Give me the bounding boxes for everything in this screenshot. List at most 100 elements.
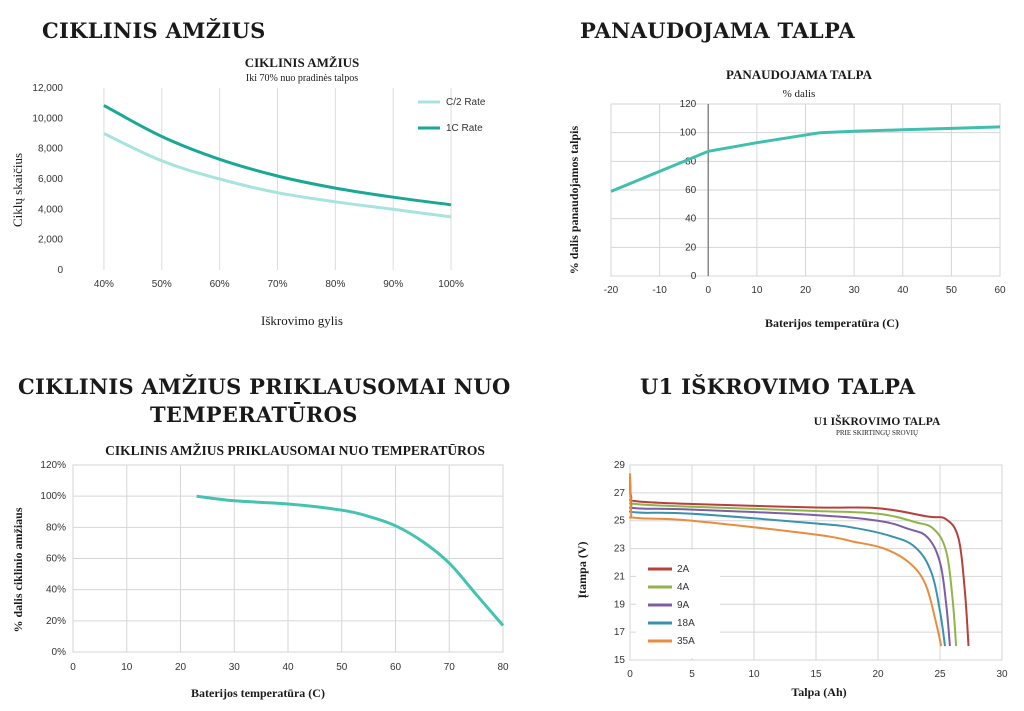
x-tick-label: 40: [282, 662, 294, 673]
y-tick-label: 0: [57, 265, 63, 276]
legend-label: 1C Rate: [446, 123, 483, 134]
y-tick-label: 29: [614, 460, 626, 471]
chart-subtitle: Iki 70% nuo pradinės talpos: [246, 73, 358, 84]
series-line: [610, 125, 1001, 193]
chart-usable-capacity: PANAUDOJAMA TALPA % dalis -20 -10 0 10 20 30 40 5…: [567, 67, 1006, 330]
legend-label: 4A: [677, 582, 690, 593]
y-tick-label: 17: [614, 627, 626, 638]
y-axis-label: Įtampa (V): [575, 542, 589, 599]
y-tick-label: 40: [685, 214, 697, 225]
x-tick-label: 70: [444, 662, 456, 673]
y-tick-label: 20%: [46, 616, 66, 627]
series-line: [196, 494, 505, 627]
x-tick-label: 5: [689, 669, 695, 680]
x-axis-label: Iškrovimo gylis: [261, 313, 343, 328]
x-tick-label: 60: [390, 662, 402, 673]
x-tick-label: 60%: [210, 279, 230, 290]
x-tick-label: 70%: [267, 279, 287, 290]
x-tick-label: 50: [946, 285, 958, 296]
section-title-cycle-life: CIKLINIS AMŽIUS: [42, 18, 266, 43]
chart-title: PANAUDOJAMA TALPA: [726, 67, 873, 82]
section-title-cycle-life-temperature: CIKLINIS AMŽIUS PRIKLAUSOMAI NUO: [18, 374, 511, 399]
y-tick-label: 6,000: [38, 174, 63, 185]
x-tick-label: 10: [748, 669, 760, 680]
x-tick-label: 50%: [152, 279, 172, 290]
x-tick-label: 80%: [325, 279, 345, 290]
x-axis-label: Baterijos temperatūra (C): [765, 316, 899, 330]
x-axis-label: Baterijos temperatūra (C): [191, 686, 325, 700]
chart-title: CIKLINIS AMŽIUS PRIKLAUSOMAI NUO TEMPERA…: [105, 443, 485, 458]
x-tick-label: 20: [800, 285, 812, 296]
y-tick-label: 2,000: [38, 235, 63, 246]
y-tick-label: 27: [614, 488, 626, 499]
y-tick-label: 100: [680, 128, 697, 139]
section-title-cycle-life-temperature-line2: TEMPERATŪROS: [150, 402, 358, 427]
chart-panel-discharge-capacity: U1 IŠKROVIMO TALPA PRIE SKIRTINGŲ SROVIŲ 0…: [512, 355, 1024, 711]
y-tick-label: 100%: [40, 491, 66, 502]
x-tick-label: 40%: [94, 279, 114, 290]
x-tick-label: 15: [810, 669, 822, 680]
chart-cycle-life: CIKLINIS AMŽIUS Iki 70% nuo pradinės talp…: [10, 55, 486, 328]
x-tick-label: 30: [996, 669, 1008, 680]
y-tick-label: 15: [614, 655, 626, 666]
x-tick-label: 30: [229, 662, 241, 673]
x-axis-label: Talpa (Ah): [791, 685, 846, 699]
x-tick-label: -20: [604, 285, 619, 296]
series-line: [103, 132, 452, 219]
series-line: [629, 473, 943, 647]
y-axis-label: % dalis ciklinio amžiaus: [11, 507, 25, 632]
x-tick-label: 30: [849, 285, 861, 296]
y-tick-label: 12,000: [32, 83, 63, 94]
x-tick-label: 60: [994, 285, 1006, 296]
legend-label: 35A: [677, 636, 695, 647]
x-tick-label: 80: [497, 662, 509, 673]
chart-panel-cycle-life: CIKLINIS AMŽIUS Iki 70% nuo pradinės talp…: [0, 0, 512, 355]
y-tick-label: 0%: [52, 647, 67, 658]
section-title-usable-capacity: PANAUDOJAMA TALPA: [580, 18, 856, 43]
chart-panel-cycle-life-temperature: CIKLINIS AMŽIUS PRIKLAUSOMAI NUO TEMPERA…: [0, 355, 512, 711]
legend-label: C/2 Rate: [446, 97, 486, 108]
chart-subtitle: % dalis: [783, 88, 816, 100]
y-tick-label: 60%: [46, 554, 66, 565]
x-tick-label: -10: [652, 285, 667, 296]
y-tick-label: 23: [614, 544, 626, 555]
y-tick-label: 120: [680, 99, 697, 110]
x-tick-label: 25: [934, 669, 946, 680]
y-tick-label: 0: [691, 271, 697, 282]
chart-cycle-life-temperature: CIKLINIS AMŽIUS PRIKLAUSOMAI NUO TEMPERA…: [11, 443, 509, 700]
x-tick-label: 0: [70, 662, 76, 673]
y-axis-label: % dalis panaudojamos talpis: [567, 125, 581, 274]
legend-label: 9A: [677, 600, 690, 611]
chart-subtitle: PRIE SKIRTINGŲ SROVIŲ: [836, 429, 918, 437]
chart-title: CIKLINIS AMŽIUS: [245, 55, 360, 70]
x-tick-label: 40: [897, 285, 909, 296]
y-tick-label: 25: [614, 516, 626, 527]
y-tick-label: 80: [685, 156, 697, 167]
chart-panel-usable-capacity: PANAUDOJAMA TALPA % dalis -20 -10 0 10 20 30 40 5…: [512, 0, 1024, 355]
y-tick-label: 20: [685, 242, 697, 253]
x-tick-label: 100%: [438, 279, 464, 290]
series-line: [103, 104, 452, 207]
y-axis-label: Ciklų skaičius: [10, 153, 25, 227]
x-tick-label: 90%: [383, 279, 403, 290]
legend-label: 2A: [677, 564, 690, 575]
x-tick-label: 20: [872, 669, 884, 680]
y-tick-label: 19: [614, 599, 626, 610]
y-tick-label: 120%: [40, 460, 66, 471]
section-title-discharge-capacity: U1 IŠKROVIMO TALPA: [640, 374, 916, 399]
y-tick-label: 40%: [46, 585, 66, 596]
x-tick-label: 0: [627, 669, 633, 680]
y-tick-label: 8,000: [38, 144, 63, 155]
y-tick-label: 4,000: [38, 204, 63, 215]
legend-label: 18A: [677, 618, 695, 629]
y-tick-label: 80%: [46, 522, 66, 533]
y-tick-label: 21: [614, 571, 626, 582]
chart-title: U1 IŠKROVIMO TALPA: [814, 414, 941, 428]
x-tick-label: 50: [336, 662, 348, 673]
x-tick-label: 10: [751, 285, 763, 296]
x-tick-label: 20: [175, 662, 187, 673]
y-tick-label: 10,000: [32, 113, 63, 124]
x-tick-label: 0: [705, 285, 711, 296]
x-tick-label: 10: [121, 662, 133, 673]
